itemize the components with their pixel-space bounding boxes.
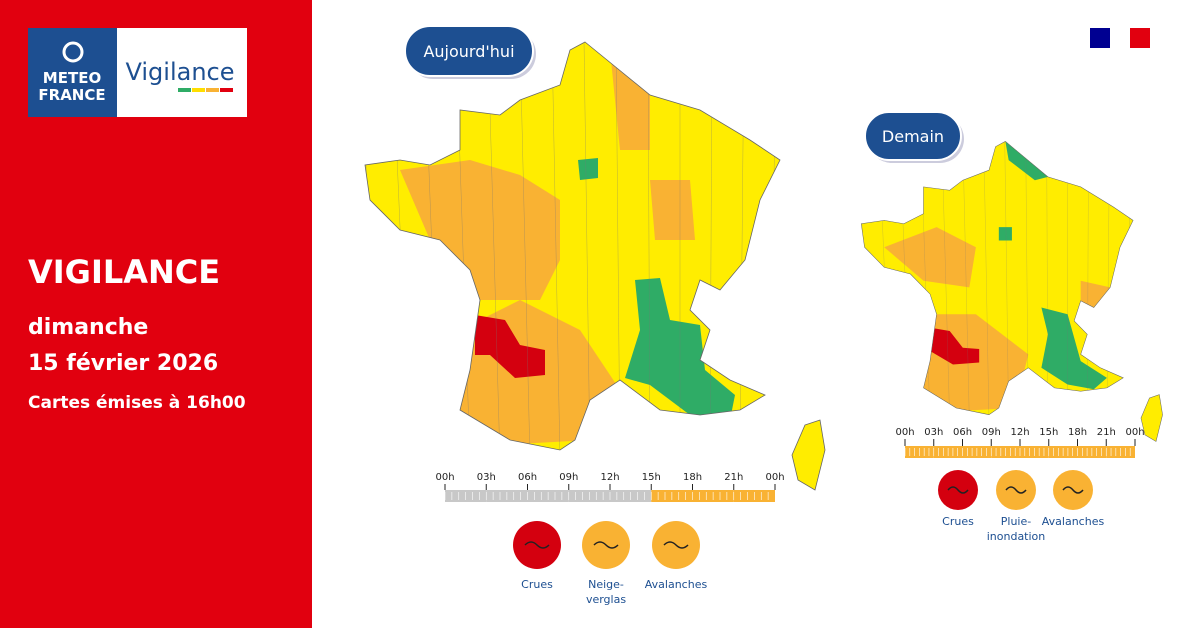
alert-label: inondation	[987, 530, 1046, 543]
border	[962, 141, 970, 415]
timeline-label: 00h	[1125, 427, 1144, 438]
alert-glyph	[593, 541, 619, 549]
corsica	[791, 419, 826, 491]
logo-text: FRANCE	[38, 86, 105, 104]
map-region	[1041, 307, 1107, 390]
map-region	[998, 227, 1012, 241]
border	[1046, 141, 1049, 415]
border	[365, 42, 381, 450]
timeline-label: 00h	[765, 472, 784, 483]
corsica	[1140, 394, 1163, 442]
alert-glyph	[663, 541, 689, 549]
map	[860, 141, 1163, 442]
map-region	[930, 327, 980, 365]
map-label-pill	[864, 111, 962, 161]
border	[1004, 141, 1009, 415]
timeline-label: 15h	[1039, 427, 1058, 438]
alert-label: Avalanches	[645, 578, 708, 591]
logo-product: Vigilance	[125, 58, 234, 86]
border	[583, 42, 591, 450]
border	[519, 42, 531, 450]
border	[1126, 141, 1131, 415]
alert-label: Pluie-	[1001, 515, 1031, 528]
border	[551, 42, 561, 450]
map-region	[578, 158, 598, 180]
map-regions	[365, 42, 780, 450]
timeline-label: 03h	[477, 472, 496, 483]
panel-day: dimanche	[28, 315, 148, 340]
border	[878, 141, 891, 415]
border	[861, 141, 872, 415]
map	[364, 41, 826, 491]
alert-label: Crues	[521, 578, 553, 591]
alert-glyph	[524, 541, 550, 549]
alert-label: Neige-	[588, 578, 624, 591]
alert-glyph	[1062, 486, 1084, 494]
border	[899, 141, 911, 415]
timeline-label: 03h	[924, 427, 943, 438]
panel-date: 15 février 2026	[28, 351, 218, 376]
timeline-label: 15h	[642, 472, 661, 483]
logo-text: METEO	[43, 69, 101, 87]
timeline-label: 12h	[600, 472, 619, 483]
timeline-label: 06h	[518, 472, 537, 483]
border	[423, 42, 441, 450]
timeline-label: 06h	[953, 427, 972, 438]
border	[647, 42, 651, 450]
map-region	[1005, 141, 1048, 181]
alert-label: verglas	[586, 593, 626, 606]
timeline-label: 18h	[683, 472, 702, 483]
logo-bars	[178, 88, 233, 92]
alert-label: Crues	[942, 515, 974, 528]
map-label: Aujourd'hui	[423, 42, 514, 61]
timeline-label: 21h	[724, 472, 743, 483]
panel-issued: Cartes émises à 16h00	[28, 393, 246, 413]
alert-label: Avalanches	[1042, 515, 1105, 528]
map-region	[650, 180, 695, 240]
flag	[1090, 28, 1150, 48]
timeline-label: 00h	[895, 427, 914, 438]
border	[391, 42, 411, 450]
timeline-label: 21h	[1097, 427, 1116, 438]
border	[983, 141, 990, 415]
timeline-label: 09h	[982, 427, 1001, 438]
map-region	[884, 227, 976, 288]
map-label: Demain	[882, 127, 944, 146]
alert-glyph	[1005, 486, 1027, 494]
timeline-label: 12h	[1010, 427, 1029, 438]
logo-icon	[62, 41, 84, 63]
map-outline	[364, 41, 781, 451]
alert-glyph	[947, 486, 969, 494]
panel-title: VIGILANCE	[28, 253, 220, 291]
map-regions	[861, 141, 1134, 415]
map-region	[400, 160, 560, 300]
border	[769, 42, 777, 450]
timeline-label: 09h	[559, 472, 578, 483]
timeline-label: 00h	[435, 472, 454, 483]
map-region	[610, 50, 650, 150]
timeline-label: 18h	[1068, 427, 1087, 438]
map-label-pill	[404, 25, 534, 77]
map-outline	[860, 141, 1134, 415]
